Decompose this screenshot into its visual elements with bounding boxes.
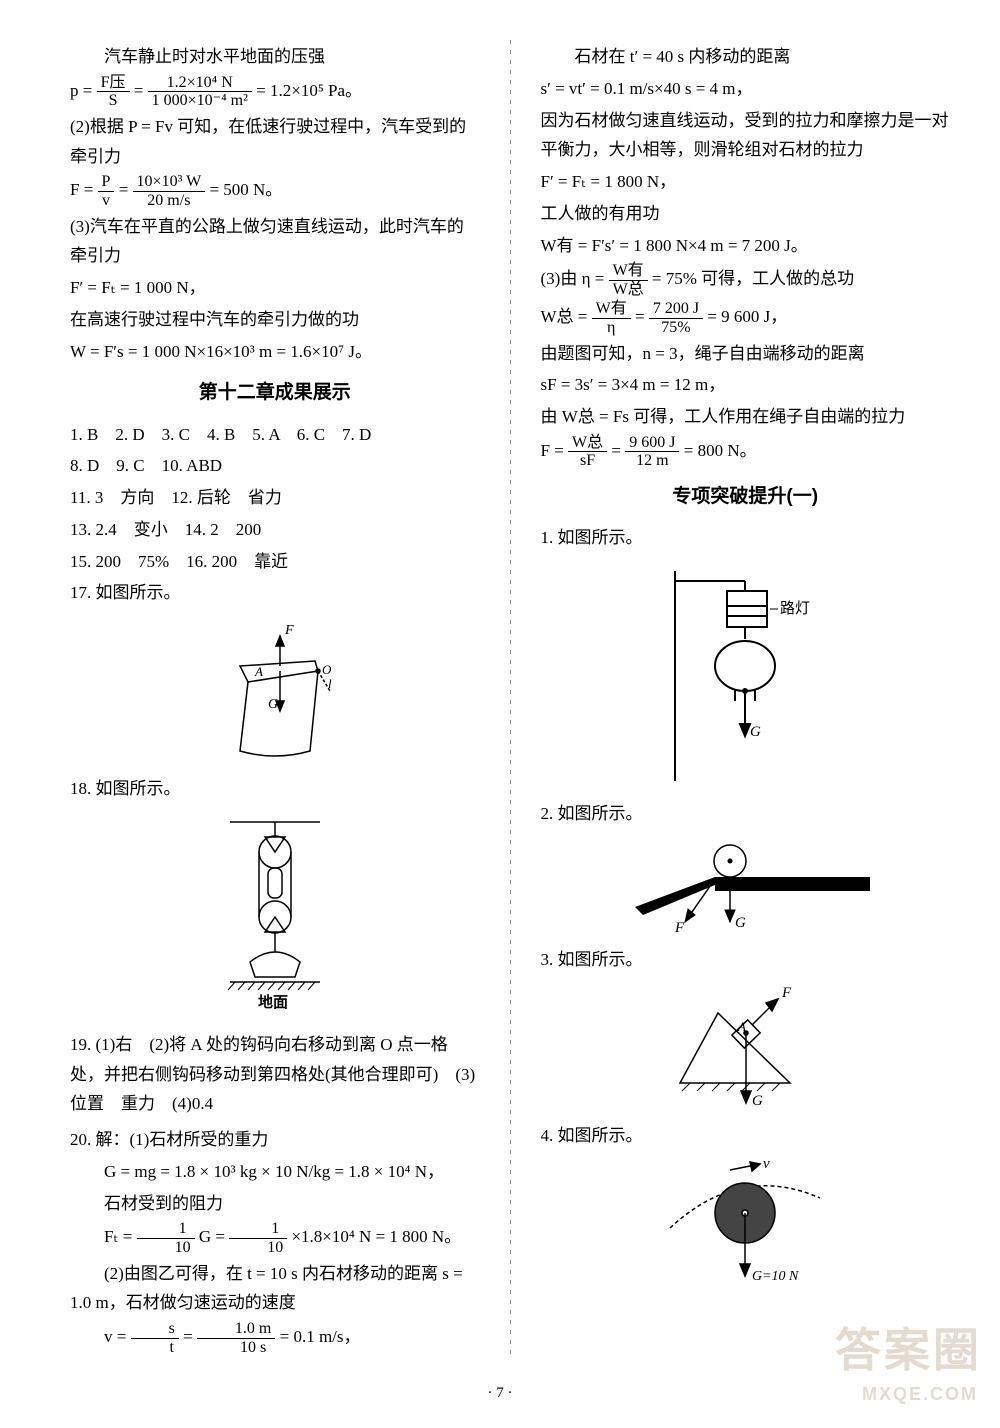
label-G: G bbox=[268, 697, 278, 712]
text: 4. 如图所示。 bbox=[541, 1121, 951, 1151]
watermark-sub: MXQE.COM bbox=[862, 1379, 978, 1411]
text: 由题图可知，n = 3，绳子自由端移动的距离 bbox=[541, 339, 951, 369]
equation: Fₜ = 110 G = 110 ×1.8×10⁴ N = 1 800 N。 bbox=[70, 1220, 480, 1256]
text: 工人做的有用功 bbox=[541, 199, 951, 229]
text: (3)汽车在平直的公路上做匀速直线运动，此时汽车的牵引力 bbox=[70, 212, 480, 272]
fraction: 1.2×10⁴ N 1 000×10⁻⁴ m² bbox=[148, 74, 252, 110]
label-F: F bbox=[781, 985, 792, 1001]
equation: v = st = 1.0 m10 s = 0.1 m/s， bbox=[70, 1320, 480, 1356]
text: 20. 解：(1)石材所受的重力 bbox=[70, 1125, 480, 1155]
text: 由 W总 = Fs 可得，工人作用在绳子自由端的拉力 bbox=[541, 402, 951, 432]
label-ground: 地面 bbox=[258, 993, 288, 1011]
answers-block: 1. B 2. D 3. C 4. B 5. A 6. C 7. D 8. D … bbox=[70, 420, 480, 609]
label-O: O bbox=[322, 662, 332, 677]
text: 2. 如图所示。 bbox=[541, 799, 951, 829]
equation: F = W总sF = 9 600 J12 m = 800 N。 bbox=[541, 434, 951, 470]
section-title: 专项突破提升(一) bbox=[541, 480, 951, 513]
section-title: 第十二章成果展示 bbox=[70, 376, 480, 409]
label-A: A bbox=[737, 1019, 746, 1034]
label-G: G bbox=[735, 915, 746, 931]
column-divider bbox=[510, 40, 511, 1358]
equation: p = F压 S = 1.2×10⁴ N 1 000×10⁻⁴ m² = 1.2… bbox=[70, 74, 480, 110]
equation: (3)由 η = W有W总 = 75% 可得，工人做的总功 bbox=[541, 262, 951, 298]
text: G = mg = 1.8 × 10³ kg × 10 N/kg = 1.8 × … bbox=[70, 1157, 480, 1187]
figure-r1: 路灯 G bbox=[645, 561, 845, 791]
text: 3. 如图所示。 bbox=[541, 945, 951, 975]
text: W有 = F′s′ = 1 800 N×4 m = 7 200 J。 bbox=[541, 231, 951, 261]
text: W = F′s = 1 000 N×16×10³ m = 1.6×10⁷ J。 bbox=[70, 337, 480, 367]
text: 石材受到的阻力 bbox=[70, 1189, 480, 1219]
right-column: 石材在 t′ = 40 s 内移动的距离 s′ = vt′ = 0.1 m/s×… bbox=[541, 40, 951, 1358]
text: 19. (1)右 (2)将 A 处的钩码向右移动到离 O 点一格处，并把右侧钩码… bbox=[70, 1030, 480, 1119]
text: F′ = Fₜ = 1 800 N， bbox=[541, 167, 951, 197]
text: 18. 如图所示。 bbox=[70, 774, 480, 804]
label-G: G bbox=[752, 1093, 763, 1109]
text: 在高速行驶过程中汽车的牵引力做的功 bbox=[70, 305, 480, 335]
equation: F = Pv = 10×10³ W20 m/s = 500 N。 bbox=[70, 173, 480, 209]
text: 1. 如图所示。 bbox=[541, 523, 951, 553]
text: 因为石材做匀速直线运动，受到的拉力和摩擦力是一对平衡力，大小相等，则滑轮组对石材… bbox=[541, 106, 951, 166]
eq-lhs: p = bbox=[70, 81, 92, 100]
text: sF = 3s′ = 3×4 m = 12 m， bbox=[541, 370, 951, 400]
figure-18: 地面 bbox=[210, 812, 340, 1022]
figure-r2: F G bbox=[615, 837, 875, 937]
fraction: F压 S bbox=[97, 74, 130, 110]
label-G10N: G=10 N bbox=[752, 1269, 799, 1284]
label-A: A bbox=[254, 664, 263, 679]
equation: W总 = W有η = 7 200 J75% = 9 600 J， bbox=[541, 300, 951, 336]
label-v: v bbox=[763, 1158, 770, 1172]
figure-r4: v G=10 N bbox=[660, 1158, 830, 1288]
text: 石材在 t′ = 40 s 内移动的距离 bbox=[541, 42, 951, 72]
figure-r3: F A G bbox=[660, 983, 830, 1113]
label-F: F bbox=[284, 623, 294, 638]
text: (2)根据 P = Fv 可知，在低速行驶过程中，汽车受到的牵引力 bbox=[70, 112, 480, 172]
left-column: 汽车静止时对水平地面的压强 p = F压 S = 1.2×10⁴ N 1 000… bbox=[70, 40, 480, 1358]
label-l: l bbox=[328, 676, 332, 691]
figure-17: F A O G l bbox=[200, 616, 350, 766]
page: 汽车静止时对水平地面的压强 p = F压 S = 1.2×10⁴ N 1 000… bbox=[0, 0, 1000, 1398]
text: 汽车静止时对水平地面的压强 bbox=[70, 42, 480, 72]
label-F: F bbox=[674, 920, 685, 936]
label-light: 路灯 bbox=[780, 600, 810, 617]
label-G: G bbox=[750, 724, 761, 740]
text: F′ = Fₜ = 1 000 N， bbox=[70, 273, 480, 303]
text: s′ = vt′ = 0.1 m/s×40 s = 4 m， bbox=[541, 74, 951, 104]
text: (2)由图乙可得，在 t = 10 s 内石材移动的距离 s = 1.0 m，石… bbox=[70, 1259, 480, 1319]
